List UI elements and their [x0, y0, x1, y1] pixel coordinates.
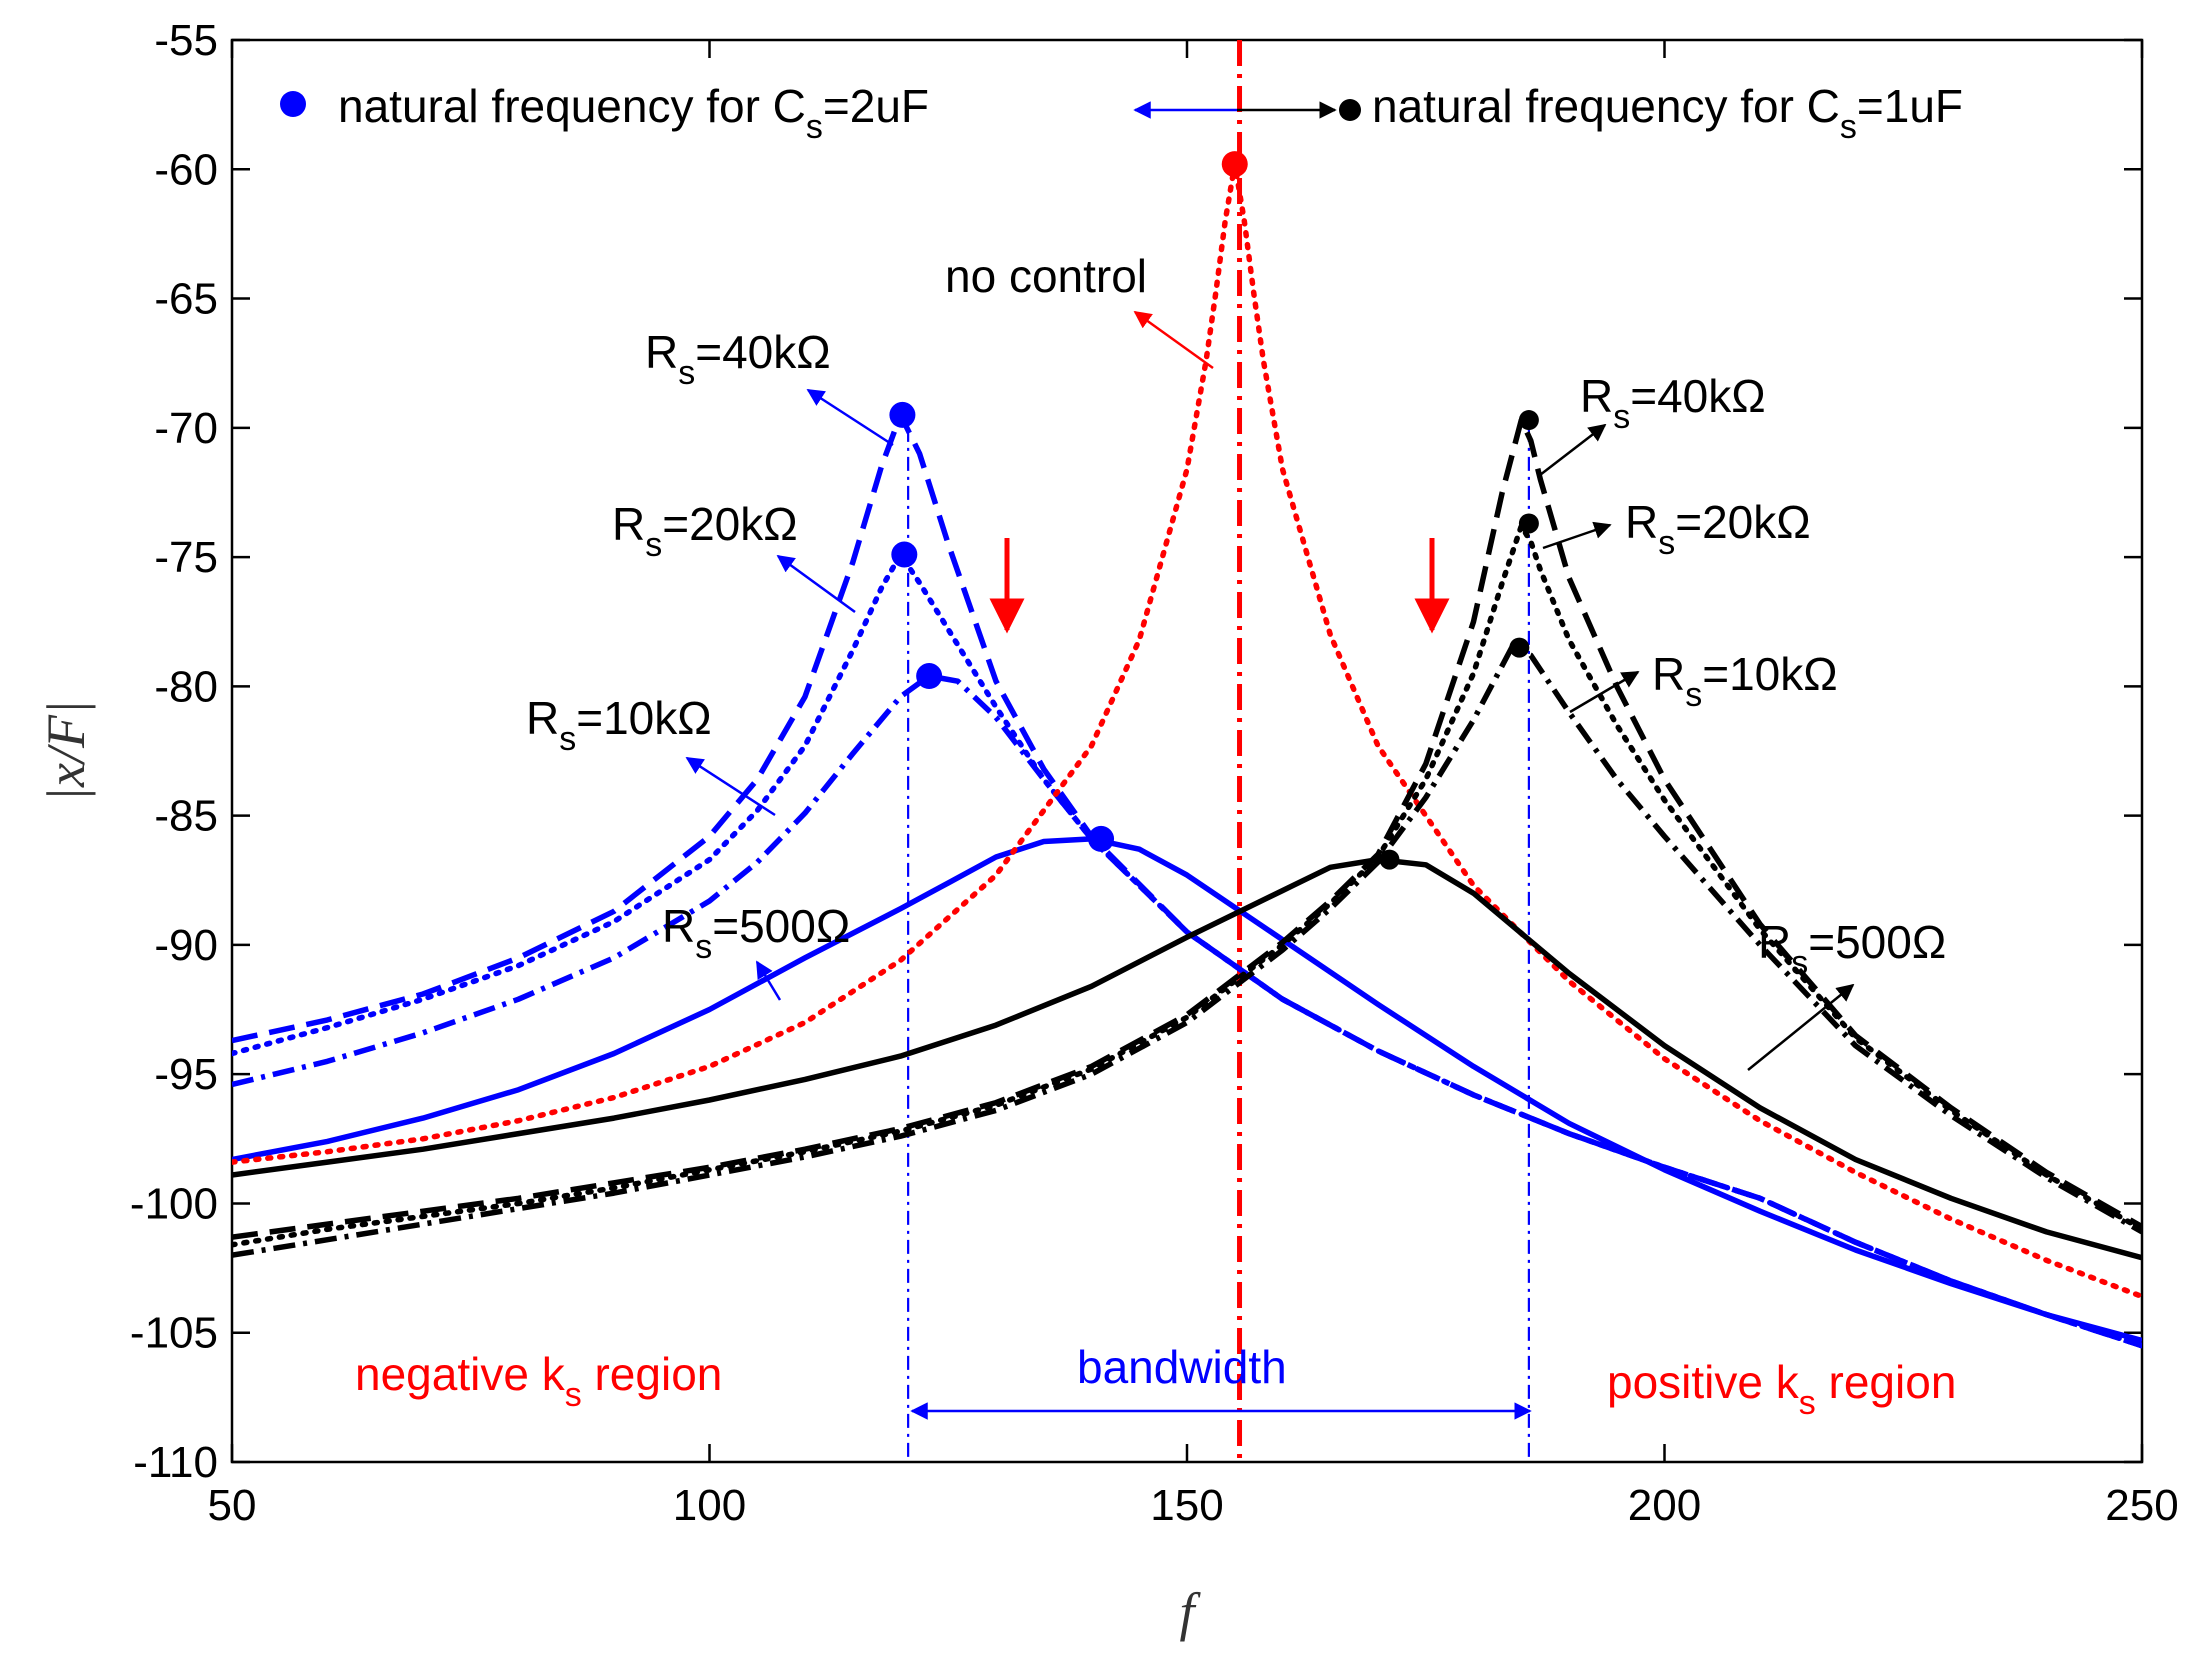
- series-line: [232, 673, 2142, 1349]
- natural-frequency-marker: [1221, 151, 1248, 178]
- y-tick-label: -60: [154, 145, 218, 194]
- series-line: [232, 523, 2142, 1248]
- rs-label-left-500: Rs=500Ω: [662, 900, 850, 966]
- series-line: [232, 551, 2142, 1349]
- x-tick-label: 100: [673, 1481, 746, 1530]
- y-tick-label: -65: [154, 275, 218, 324]
- annotation-no-control: no control: [945, 250, 1147, 302]
- series-group: [232, 161, 2142, 1349]
- rs-label-right-10k: Rs=10kΩ: [1652, 648, 1838, 714]
- legend-marker-cs-1uf: [1339, 99, 1361, 121]
- natural-frequency-guides: [907, 40, 1530, 1462]
- series-line: [232, 417, 2142, 1240]
- series-line: [232, 836, 2142, 1344]
- x-tick-label: 50: [208, 1481, 257, 1530]
- y-tick-label: -75: [154, 533, 218, 582]
- y-tick-label: -70: [154, 404, 218, 453]
- x-axis-title: f: [1179, 1582, 1201, 1642]
- arrow-rs-left-500: [755, 960, 782, 1001]
- arrow-rs-right-10k: [1569, 670, 1640, 714]
- arrow-rs-right-20k: [1542, 521, 1612, 550]
- arrow-rs-right-40k: [1539, 423, 1607, 476]
- legend-marker-cs-2uf: [280, 91, 306, 117]
- rs-label-right-500: Rs=500Ω: [1758, 916, 1946, 982]
- y-tick-label: -80: [154, 662, 218, 711]
- annotation-negative-region: negative ks region: [355, 1348, 722, 1414]
- rs-label-left-20k: Rs=20kΩ: [612, 498, 798, 564]
- x-tick-labels: 50 100 150 200 250: [208, 1481, 2179, 1530]
- natural-frequency-marker: [1088, 825, 1115, 852]
- arrow-rs-left-10k: [685, 756, 776, 817]
- axis-ticks: [230, 38, 2144, 1464]
- x-tick-label: 150: [1150, 1481, 1223, 1530]
- arrow-no-control: [1133, 310, 1214, 370]
- x-tick-label: 200: [1628, 1481, 1701, 1530]
- series-line: [232, 412, 2142, 1349]
- natural-frequency-marker: [891, 541, 918, 568]
- y-tick-labels: -55 -60 -65 -70 -75 -80 -85 -90 -95 -100 -105 -110: [130, 16, 218, 1487]
- rs-label-left-10k: Rs=10kΩ: [526, 692, 712, 758]
- markers-group: [889, 151, 1539, 870]
- y-axis-title: |x/F|: [36, 700, 96, 802]
- natural-frequency-marker: [1379, 849, 1400, 870]
- arrow-rs-right-500: [1747, 983, 1855, 1071]
- y-tick-label: -55: [154, 16, 218, 65]
- natural-frequency-marker: [1518, 410, 1539, 431]
- y-tick-label: -105: [130, 1309, 218, 1358]
- rs-label-right-40k: Rs=40kΩ: [1580, 370, 1766, 436]
- rs-label-right-20k: Rs=20kΩ: [1625, 496, 1811, 562]
- legend-label-cs-2uf: natural frequency for Cs=2uF: [338, 80, 929, 146]
- annotation-bandwidth: bandwidth: [1077, 1341, 1287, 1393]
- y-tick-label: -110: [133, 1438, 218, 1487]
- natural-frequency-marker: [889, 401, 916, 428]
- series-line: [232, 856, 2142, 1261]
- natural-frequency-marker: [1518, 513, 1539, 534]
- series-line: [232, 161, 2142, 1300]
- arrow-rs-left-20k: [776, 554, 856, 614]
- y-tick-label: -95: [154, 1050, 218, 1099]
- legend: natural frequency for Cs=2uF natural fre…: [280, 80, 1963, 146]
- annotation-positive-region: positive ks region: [1607, 1356, 1956, 1422]
- y-tick-label: -100: [130, 1179, 218, 1228]
- legend-label-cs-1uf: natural frequency for Cs=1uF: [1372, 80, 1963, 146]
- natural-frequency-marker: [1509, 637, 1530, 658]
- natural-frequency-marker: [916, 663, 943, 690]
- x-tick-label: 250: [2105, 1481, 2178, 1530]
- y-tick-label: -90: [154, 921, 218, 970]
- arrow-rs-left-40k: [806, 388, 894, 447]
- y-tick-label: -85: [154, 792, 218, 841]
- rs-label-left-40k: Rs=40kΩ: [645, 326, 831, 392]
